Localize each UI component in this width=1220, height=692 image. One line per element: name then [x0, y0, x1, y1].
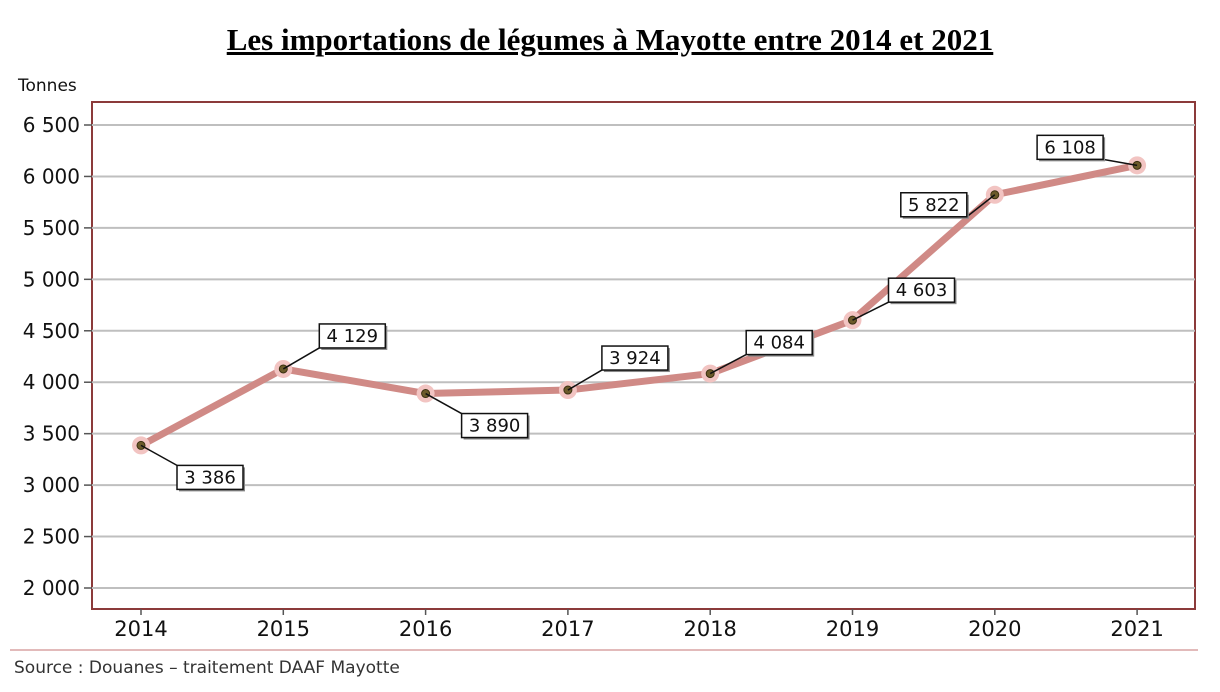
y-tick-label: 2 000: [23, 576, 80, 600]
chart-title: Les importations de légumes à Mayotte en…: [226, 22, 994, 57]
x-tick-label: 2017: [541, 617, 594, 641]
y-tick-label: 5 500: [23, 216, 80, 240]
data-label-box: [900, 192, 968, 218]
y-tick-label: 4 000: [23, 370, 80, 394]
x-tick-label: 2020: [968, 617, 1021, 641]
x-tick-label: 2021: [1110, 617, 1163, 641]
data-label-leader: [709, 353, 747, 375]
data-label-box: [745, 329, 813, 356]
data-label: 4 084: [753, 333, 805, 354]
data-label-box: [318, 323, 387, 349]
data-label-box: [176, 464, 244, 491]
y-tick-label: 3 500: [23, 422, 80, 446]
y-tick-label: 5 000: [23, 267, 80, 291]
data-label: 6 108: [1044, 137, 1096, 158]
x-tick-label: 2014: [114, 617, 167, 641]
data-label: 4 603: [896, 280, 948, 301]
y-tick-label: 6 500: [23, 113, 80, 137]
data-label-box: [887, 277, 956, 303]
data-label: 3 890: [469, 416, 521, 437]
series-line: [137, 161, 1141, 449]
y-tick-label: 4 500: [23, 319, 80, 343]
data-label-leader: [282, 347, 320, 370]
data-label-leader: [852, 301, 889, 321]
data-label-leader: [966, 194, 996, 218]
data-label-box: [460, 412, 529, 439]
source-note: Source : Douanes – traitement DAAF Mayot…: [14, 658, 400, 678]
plot-frame: [91, 101, 1196, 610]
data-label-box: [1036, 134, 1104, 161]
y-tick-label: 3 000: [23, 473, 80, 497]
y-tick-label: 2 500: [23, 525, 80, 549]
data-label: 4 129: [327, 326, 379, 347]
y-axis-label: Tonnes: [17, 76, 77, 96]
x-tick-label: 2016: [399, 617, 452, 641]
data-label-leader: [140, 444, 178, 467]
data-label: 5 822: [908, 195, 960, 216]
data-label: 3 386: [184, 467, 236, 488]
data-label-box: [601, 345, 669, 371]
data-label-leader: [567, 369, 603, 391]
x-tick-label: 2019: [826, 617, 879, 641]
x-tick-label: 2018: [683, 617, 736, 641]
data-label: 3 924: [609, 348, 661, 369]
x-tick-label: 2015: [257, 617, 310, 641]
data-label-leader: [1102, 158, 1138, 167]
data-label-leader: [425, 392, 462, 415]
y-tick-label: 6 000: [23, 164, 80, 188]
